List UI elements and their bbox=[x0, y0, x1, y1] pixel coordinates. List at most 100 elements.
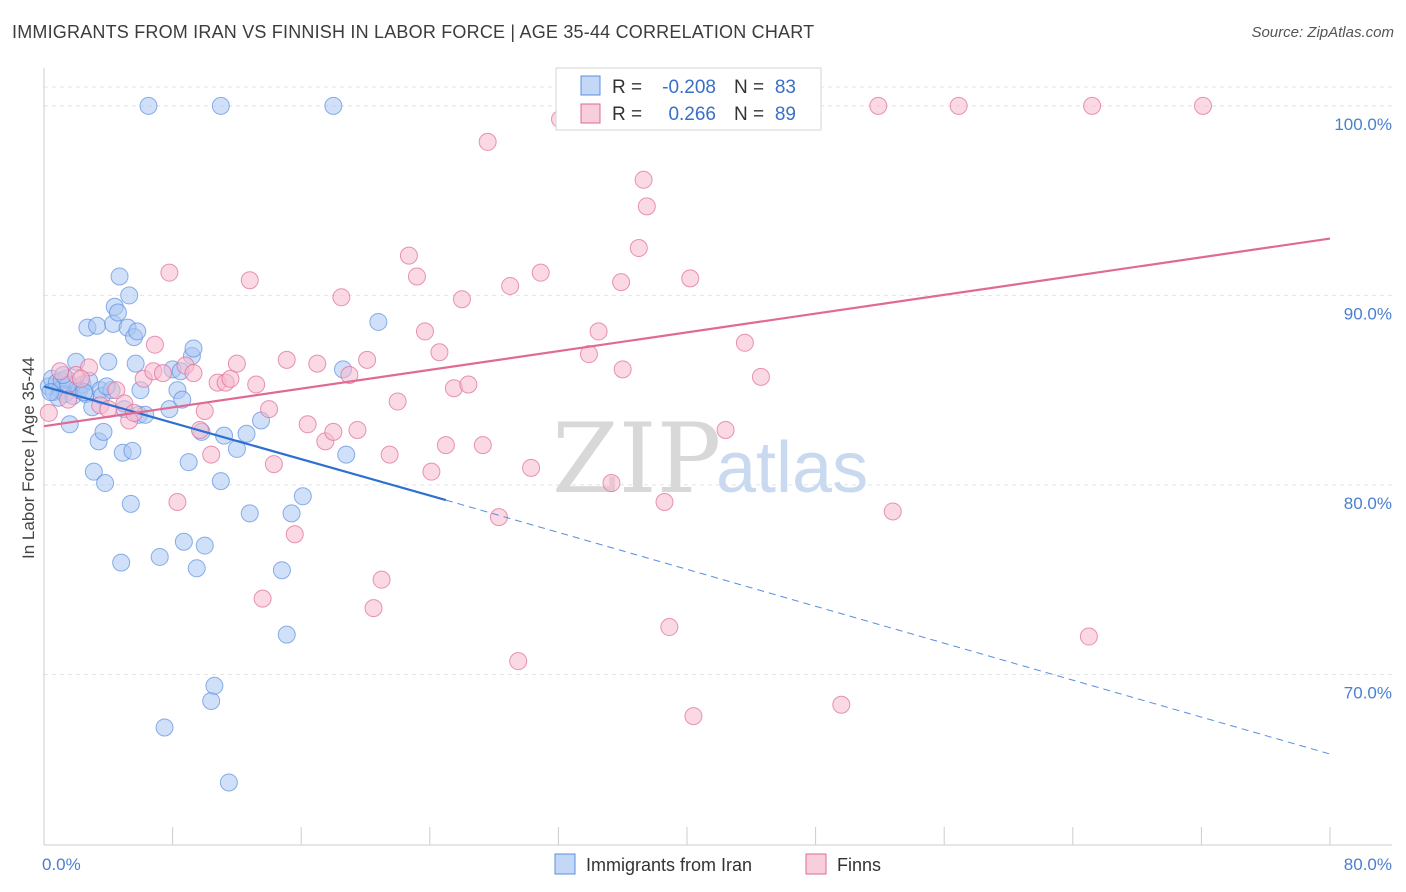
x-tick-max: 80.0% bbox=[1344, 855, 1392, 874]
finns-point bbox=[51, 362, 70, 381]
iran-point bbox=[195, 536, 214, 555]
y-tick-label: 100.0% bbox=[1334, 115, 1392, 134]
finns-point bbox=[452, 290, 471, 309]
data-points bbox=[39, 96, 1213, 792]
finns-point bbox=[145, 335, 164, 354]
iran-point bbox=[337, 445, 356, 464]
finns-point bbox=[168, 492, 187, 511]
finns-point bbox=[430, 343, 449, 362]
iran-point bbox=[110, 267, 129, 286]
iran-point bbox=[94, 422, 113, 441]
iran-point bbox=[99, 352, 118, 371]
iran-point bbox=[126, 354, 145, 373]
correlation-legend: R = -0.208 N = 83 R = 0.266 N = 89 bbox=[555, 67, 822, 131]
finns-point bbox=[883, 502, 902, 521]
iran-point bbox=[277, 625, 296, 644]
finns-trend-line bbox=[43, 237, 1331, 428]
finns-point bbox=[589, 322, 608, 341]
iran-point bbox=[112, 553, 131, 572]
finns-point bbox=[612, 273, 631, 292]
iran-point bbox=[369, 312, 388, 331]
bottom-legend-swatch-iran bbox=[554, 853, 576, 875]
iran-point bbox=[88, 316, 107, 335]
finns-point bbox=[436, 436, 455, 455]
finns-point bbox=[832, 695, 851, 714]
x-tick-min: 0.0% bbox=[42, 855, 81, 874]
finns-point bbox=[949, 96, 968, 115]
grid-lines bbox=[44, 86, 1392, 675]
bottom-legend-swatch-finns bbox=[805, 853, 827, 875]
bottom-legend-label-iran: Immigrants from Iran bbox=[586, 855, 752, 875]
y-tick-label: 90.0% bbox=[1344, 304, 1392, 323]
chart-title: IMMIGRANTS FROM IRAN VS FINNISH IN LABOR… bbox=[12, 22, 815, 42]
iran-point bbox=[96, 474, 115, 493]
finns-point bbox=[478, 132, 497, 151]
finns-point bbox=[634, 170, 653, 189]
finns-point bbox=[415, 322, 434, 341]
iran-point bbox=[173, 390, 192, 409]
finns-point bbox=[71, 369, 90, 388]
finns-point bbox=[298, 415, 317, 434]
finns-point bbox=[388, 392, 407, 411]
iran-point bbox=[219, 773, 238, 792]
finns-point bbox=[39, 403, 58, 422]
finns-point bbox=[602, 474, 621, 493]
finns-point bbox=[221, 369, 240, 388]
iran-point bbox=[139, 96, 158, 115]
iran-point bbox=[187, 559, 206, 578]
iran-point bbox=[202, 691, 221, 710]
finns-point bbox=[1194, 96, 1213, 115]
finns-point bbox=[473, 436, 492, 455]
finns-point bbox=[660, 618, 679, 637]
legend-n-label-1: N = bbox=[734, 77, 764, 98]
iran-point bbox=[128, 322, 147, 341]
finns-point bbox=[489, 508, 508, 527]
iran-point bbox=[84, 462, 103, 481]
finns-point bbox=[716, 420, 735, 439]
legend-r-label-2: R = bbox=[612, 104, 642, 125]
iran-point bbox=[293, 487, 312, 506]
finns-point bbox=[509, 652, 528, 671]
finns-point bbox=[195, 402, 214, 421]
iran-point bbox=[272, 561, 291, 580]
finns-point bbox=[227, 354, 246, 373]
finns-point bbox=[364, 599, 383, 618]
finns-point bbox=[637, 197, 656, 216]
iran-point bbox=[184, 339, 203, 358]
finns-point bbox=[681, 269, 700, 288]
iran-point bbox=[324, 96, 343, 115]
finns-point bbox=[501, 276, 520, 295]
finns-point bbox=[751, 367, 770, 386]
bottom-legend-label-finns: Finns bbox=[837, 855, 881, 875]
iran-point bbox=[240, 504, 259, 523]
finns-point bbox=[1083, 96, 1102, 115]
legend-r-label-1: R = bbox=[612, 77, 642, 98]
iran-point bbox=[155, 718, 174, 737]
iran-point bbox=[120, 286, 139, 305]
finns-point bbox=[531, 263, 550, 282]
watermark-zip: ZIP bbox=[552, 403, 721, 515]
axes bbox=[43, 68, 1392, 846]
iran-point bbox=[205, 676, 224, 695]
iran-point bbox=[211, 96, 230, 115]
finns-point bbox=[459, 375, 478, 394]
finns-point bbox=[613, 360, 632, 379]
finns-point bbox=[358, 350, 377, 369]
legend-n-value-2: 89 bbox=[775, 104, 796, 125]
finns-point bbox=[735, 333, 754, 352]
finns-point bbox=[202, 445, 221, 464]
finns-point bbox=[407, 267, 426, 286]
finns-point bbox=[107, 381, 126, 400]
finns-point bbox=[184, 364, 203, 383]
finns-point bbox=[522, 458, 541, 477]
finns-point bbox=[348, 420, 367, 439]
finns-point bbox=[324, 422, 343, 441]
finns-point bbox=[240, 271, 259, 290]
y-tick-label: 70.0% bbox=[1344, 683, 1392, 702]
iran-point bbox=[237, 424, 256, 443]
finns-point bbox=[655, 492, 674, 511]
finns-point bbox=[260, 400, 279, 419]
trend-lines bbox=[43, 237, 1331, 755]
y-tick-labels: 70.0% 80.0% 90.0% 100.0% bbox=[1334, 115, 1392, 703]
finns-point bbox=[399, 246, 418, 265]
